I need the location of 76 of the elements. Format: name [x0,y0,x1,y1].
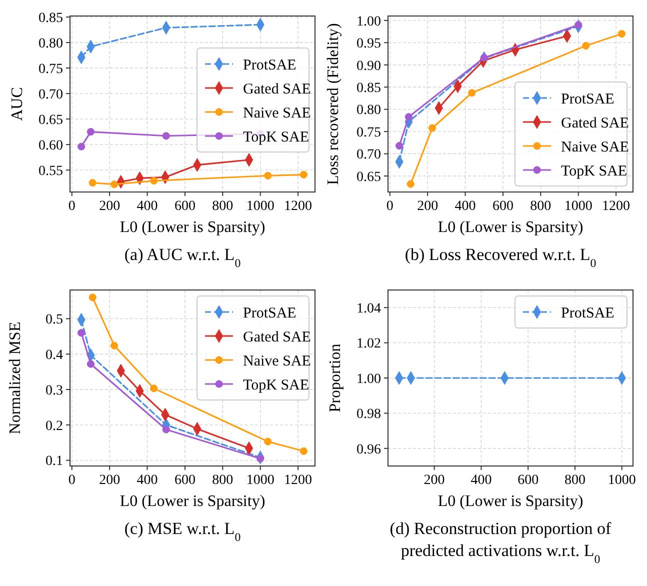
y-tick-label: 0.70 [38,87,63,102]
legend-label: TopK SAE [243,377,310,394]
y-tick-label: 0.1 [46,454,63,470]
y-tick-label: 0.70 [356,148,381,163]
x-tick-label: 1000 [246,473,274,488]
y-tick-label: 0.5 [46,312,63,328]
y-tick-label: 0.3 [46,383,63,398]
y-tick-label: 0.65 [356,170,381,185]
x-axis-title: L0 (Lower is Sparsity) [438,219,584,236]
y-tick-label: 0.85 [38,10,63,26]
y-tick-label: 0.4 [46,348,63,363]
y-tick-label: 0.98 [356,407,381,422]
y-axis-title: Normalized MSE [7,322,24,434]
y-tick-label: 1.00 [356,14,381,30]
y-tick-label: 1.00 [356,372,381,387]
x-tick-label: 800 [212,199,234,214]
y-tick-label: 1.02 [356,336,381,352]
text: (d) Reconstruction proportion of predicted activations w.r.t. L$_{0}$ [390,519,612,566]
x-axis-title: L0 (Lower is Sparsity) [120,219,266,236]
x-tick-label: 400 [470,473,492,488]
x-tick-label: 400 [136,473,158,488]
legend-label: ProtSAE [243,305,296,322]
legend-label: Naive SAE [243,353,311,370]
x-tick-label: 800 [530,199,552,214]
x-tick-label: 1000 [564,199,592,214]
y-tick-label: 0.55 [38,164,63,179]
y-tick-label: 1.04 [356,302,381,316]
legend-label: TopK SAE [243,129,310,146]
text: (b) Loss Recovered w.r.t. L$_{0}$ [404,245,596,270]
x-tick-label: 200 [424,473,445,488]
x-axis-title: L0 (Lower is Sparsity) [120,493,266,510]
legend-label: Naive SAE [243,105,311,122]
legend-label: Naive SAE [561,139,629,156]
text: (a) AUC w.r.t. L$_{0}$ [124,245,241,270]
x-tick-label: 600 [518,473,539,488]
x-tick-label: 0 [68,473,76,488]
y-tick-label: 0.80 [356,103,381,118]
legend-label: Gated SAE [561,115,629,132]
y-tick-label: 0.60 [38,138,63,154]
x-tick-label: 400 [454,199,476,214]
x-tick-label: 800 [212,473,234,488]
legend-label: TopK SAE [561,163,628,180]
x-tick-label: 0 [68,199,76,214]
x-tick-label: 1200 [284,199,312,214]
text: (c) MSE w.r.t. L$_{0}$ [124,519,241,544]
legend-label: ProtSAE [243,57,296,74]
x-tick-label: 1000 [246,199,274,214]
x-tick-label: 1000 [608,473,636,488]
x-axis-title: L0 (Lower is Sparsity) [438,493,584,510]
y-tick-label: 0.75 [356,125,381,140]
legend-label: Gated SAE [243,81,311,98]
y-tick-label: 0.90 [356,58,381,74]
y-axis-title: AUC [9,87,26,121]
y-tick-label: 0.95 [356,36,381,52]
y-tick-label: 0.75 [38,62,63,77]
legend-label: ProtSAE [561,305,614,322]
x-tick-label: 400 [136,199,158,214]
y-tick-label: 0.65 [38,112,63,128]
y-tick-label: 0.80 [38,36,63,52]
x-tick-label: 0 [386,199,394,214]
y-tick-label: 0.85 [356,81,381,96]
legend-label: ProtSAE [561,91,614,108]
y-tick-label: 0.2 [46,418,63,434]
x-tick-label: 1200 [284,473,312,488]
y-tick-label: 0.96 [356,442,381,458]
x-tick-label: 600 [492,199,514,214]
x-tick-label: 600 [174,199,196,214]
legend-label: Gated SAE [243,329,311,346]
x-tick-label: 200 [417,199,438,214]
x-tick-label: 200 [99,199,120,214]
x-tick-label: 600 [174,473,196,488]
x-tick-label: 800 [564,473,586,488]
y-axis-title: Loss recovered (Fidelity) [325,23,342,185]
x-tick-label: 200 [99,473,120,488]
y-axis-title: Proportion [327,344,344,412]
x-tick-label: 1200 [602,199,630,214]
